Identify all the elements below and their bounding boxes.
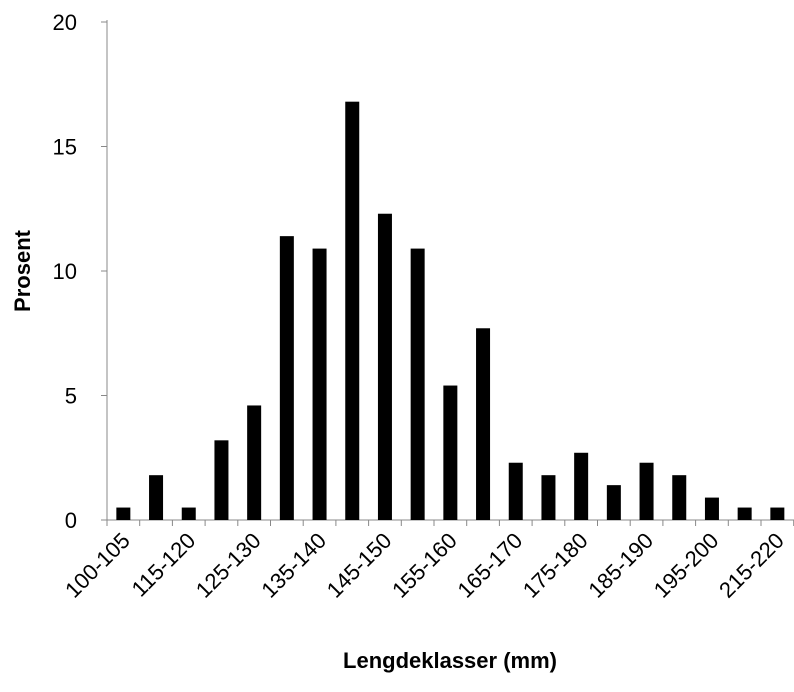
x-tick-label: 115-120 <box>127 528 201 602</box>
bar <box>508 462 523 520</box>
x-tick-label: 215-220 <box>714 528 789 603</box>
bar <box>476 328 491 520</box>
bar <box>672 475 687 520</box>
y-tick-label: 15 <box>53 135 77 160</box>
bar <box>214 440 229 520</box>
x-tick-label: 195-200 <box>649 528 724 603</box>
bar <box>116 507 131 520</box>
bar <box>345 101 360 521</box>
bar <box>181 507 196 520</box>
x-tick-label: 155-160 <box>387 528 462 603</box>
bar <box>279 236 294 520</box>
bar <box>410 248 425 520</box>
bar <box>574 452 589 520</box>
bar <box>639 462 654 520</box>
y-tick-label: 5 <box>65 384 77 409</box>
x-axis-label: Lengdeklasser (mm) <box>343 648 557 673</box>
y-tick-label: 10 <box>53 259 77 284</box>
y-tick-label: 20 <box>53 10 77 35</box>
x-tick-label: 145-150 <box>322 528 397 603</box>
x-tick-label: 175-180 <box>518 528 593 603</box>
bar <box>443 385 458 520</box>
bar <box>704 497 719 520</box>
x-tick-label: 135-140 <box>256 528 331 603</box>
bar <box>737 507 752 520</box>
bar <box>541 475 556 520</box>
x-tick-label: 185-190 <box>583 528 658 603</box>
x-tick-label: 100-105 <box>60 528 135 603</box>
bar <box>770 507 785 520</box>
x-tick-label: 125-130 <box>191 528 266 603</box>
bar <box>606 485 621 520</box>
bar <box>377 213 392 521</box>
bar <box>149 475 164 520</box>
bar <box>312 248 327 520</box>
y-axis-label: Prosent <box>10 229 35 312</box>
y-tick-label: 0 <box>65 508 77 533</box>
x-tick-label: 165-170 <box>453 528 528 603</box>
bar <box>247 405 262 520</box>
